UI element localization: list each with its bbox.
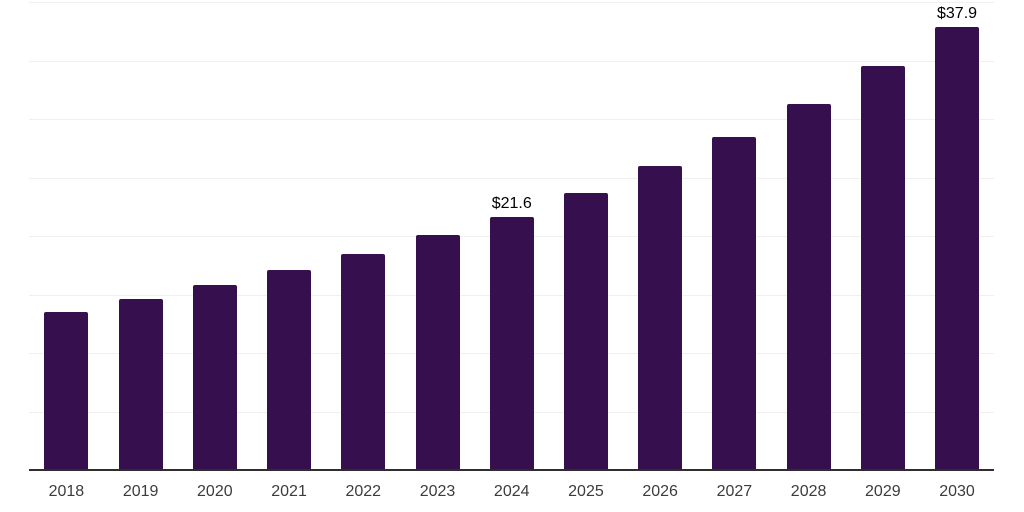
x-tick-2026: 2026 — [642, 483, 678, 500]
x-tick-2018: 2018 — [48, 483, 85, 500]
data-label-2024: $21.6 — [491, 195, 532, 213]
bar-2024 — [489, 217, 534, 470]
x-tick-2025: 2025 — [568, 483, 604, 500]
bar-2022 — [341, 253, 386, 470]
gridline-40 — [29, 2, 994, 3]
x-tick-2023: 2023 — [419, 483, 456, 500]
x-tick-2027: 2027 — [716, 483, 753, 500]
x-tick-2028: 2028 — [790, 483, 827, 500]
x-tick-2030: 2030 — [939, 483, 975, 500]
data-label-2030: $37.9 — [937, 4, 978, 22]
x-tick-2029: 2029 — [865, 483, 901, 500]
bar-2020 — [192, 285, 237, 470]
bar-2026 — [638, 165, 683, 470]
bar-2027 — [712, 136, 757, 470]
bar-2028 — [786, 103, 831, 470]
bar-2030 — [935, 26, 980, 470]
x-tick-2024: 2024 — [493, 483, 530, 500]
gridline-35 — [29, 60, 994, 62]
gridline-30 — [29, 119, 994, 120]
bar-2023 — [415, 234, 460, 470]
gridline-25 — [29, 177, 994, 179]
bar-2019 — [118, 299, 163, 470]
x-tick-2021: 2021 — [271, 483, 307, 500]
x-tick-2019: 2019 — [122, 483, 159, 500]
x-axis-line — [29, 469, 994, 471]
x-tick-2022: 2022 — [345, 483, 382, 500]
bar-2021 — [267, 269, 312, 470]
bar-2029 — [860, 66, 905, 470]
bar-2018 — [44, 312, 89, 470]
x-tick-2020: 2020 — [197, 483, 233, 500]
bar-2025 — [563, 192, 608, 470]
